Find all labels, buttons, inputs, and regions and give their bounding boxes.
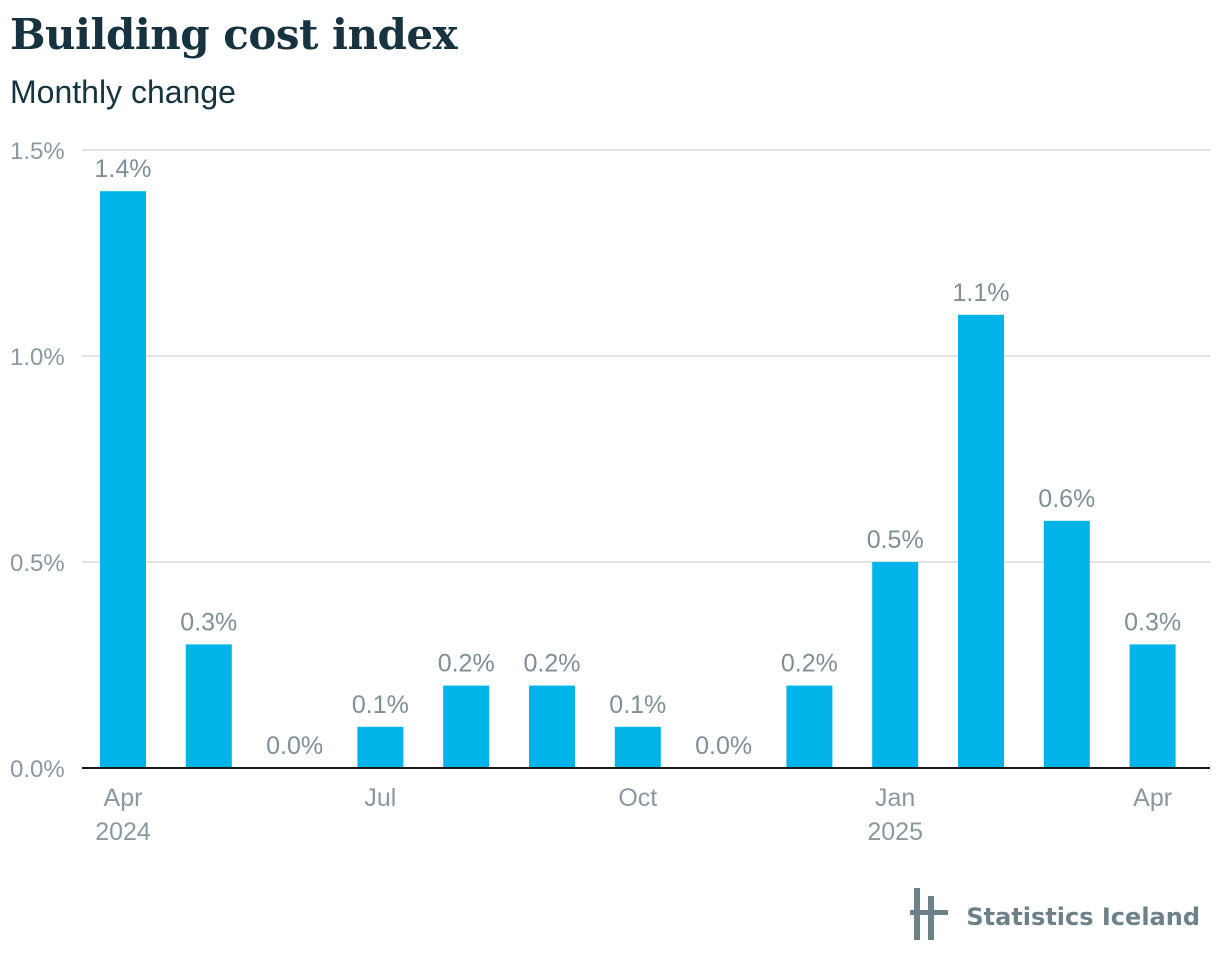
data-label: 0.6%	[1038, 485, 1095, 513]
bar	[443, 685, 490, 768]
x-tick-label: Jan	[875, 784, 915, 812]
bar	[529, 685, 575, 768]
y-tick-label: 1.5%	[10, 138, 65, 165]
y-tick-label: 0.5%	[10, 550, 65, 577]
bar	[185, 644, 232, 768]
brand-footer: Statistics Iceland	[910, 888, 1200, 945]
bar	[614, 726, 661, 768]
x-tick-label: Jul	[364, 784, 396, 812]
bar	[958, 314, 1004, 768]
data-label: 0.0%	[695, 732, 752, 760]
x-tick-label: 2024	[95, 818, 151, 846]
statistics-iceland-logo-icon	[910, 888, 950, 945]
bar	[1043, 520, 1090, 768]
x-tick-label: Oct	[618, 784, 657, 812]
data-label: 1.4%	[95, 155, 152, 183]
bar-chart: 0.0% 0.5% 1.0% 1.5% 1.4% 0.3% 0.0% 0.1% 0.2% 0.2%…	[10, 138, 1210, 846]
data-label: 0.2%	[524, 650, 581, 678]
data-label: 0.3%	[180, 608, 237, 636]
data-label: 0.1%	[352, 691, 409, 719]
chart-title: Building cost index	[10, 10, 458, 59]
data-label: 0.0%	[266, 732, 323, 760]
chart-subtitle: Monthly change	[10, 74, 236, 110]
data-label: 1.1%	[953, 279, 1010, 307]
brand-name: Statistics Iceland	[966, 902, 1200, 931]
data-label: 0.1%	[609, 691, 666, 719]
data-label: 0.3%	[1124, 608, 1181, 636]
bar	[786, 685, 833, 768]
data-label: 0.5%	[867, 526, 924, 554]
bar	[357, 726, 404, 768]
x-tick-label: Apr	[1133, 784, 1172, 812]
y-tick-label: 1.0%	[10, 344, 65, 371]
bar	[872, 562, 919, 768]
x-tick-label: 2025	[867, 818, 923, 846]
x-tick-label: Apr	[104, 784, 143, 812]
data-label: 0.2%	[438, 650, 495, 678]
bar	[1129, 644, 1176, 768]
data-label: 0.2%	[781, 650, 838, 678]
bar	[100, 191, 146, 768]
y-tick-label: 0.0%	[10, 756, 65, 783]
